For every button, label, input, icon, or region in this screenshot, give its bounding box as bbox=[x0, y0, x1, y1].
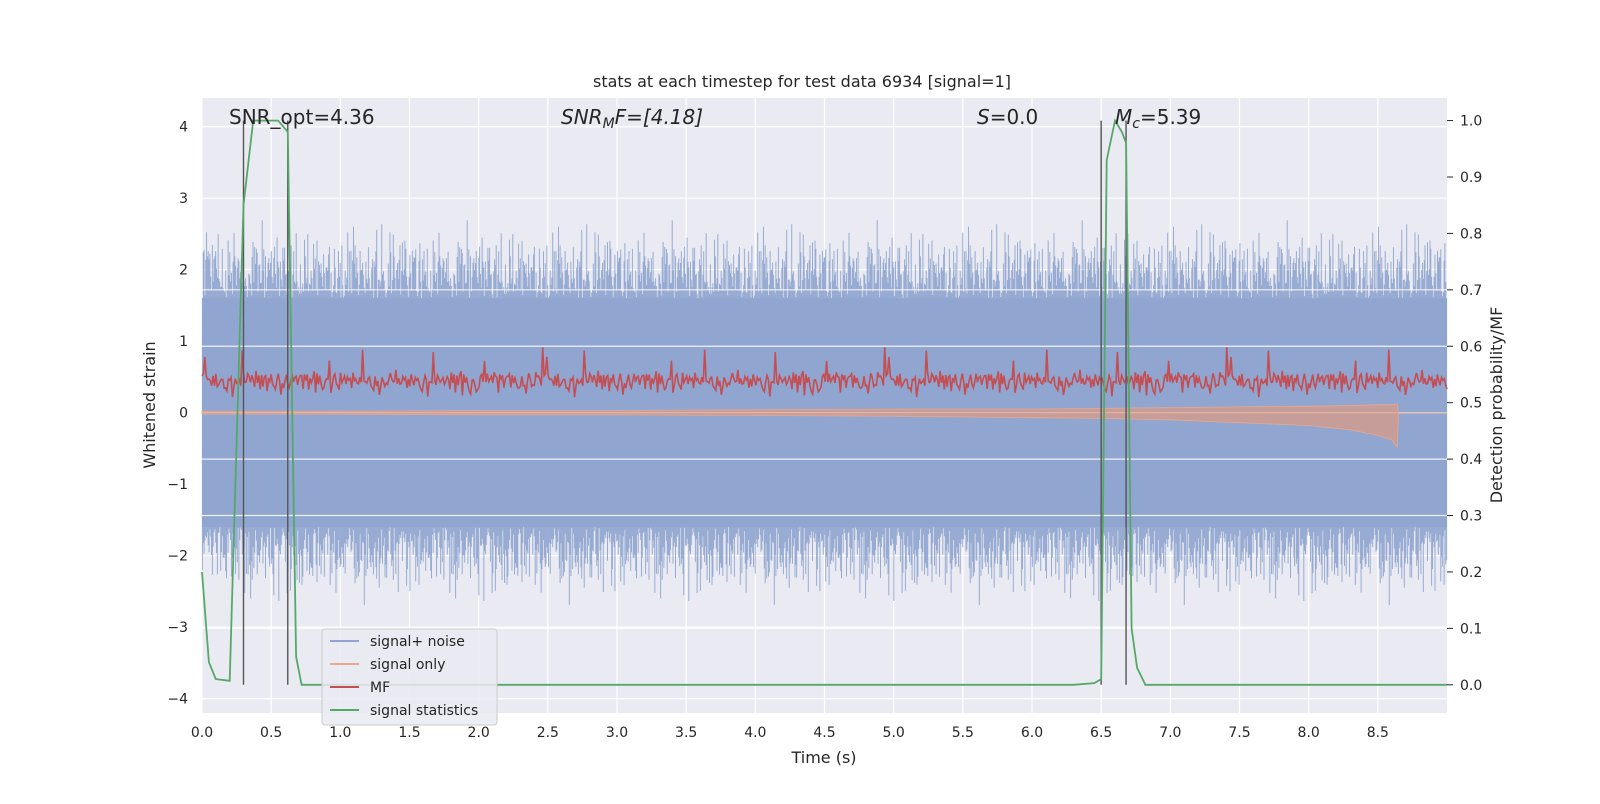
chart-title: stats at each timestep for test data 693… bbox=[593, 72, 1011, 91]
annotation-snr-mf-sub: M bbox=[603, 116, 615, 132]
y-right-tick-label-8: 0.2 bbox=[1460, 565, 1482, 581]
annotation-snr-mf: SNRMF=[4.18] bbox=[561, 105, 703, 132]
y-right-tick-label-2: 0.8 bbox=[1460, 226, 1482, 242]
x-tick-label-3: 1.5 bbox=[398, 725, 420, 741]
annotation-s: S=0.0 bbox=[977, 105, 1038, 129]
y-right-tick-label-4: 0.6 bbox=[1460, 339, 1482, 355]
y-right-tick-label-5: 0.5 bbox=[1460, 396, 1482, 412]
y-left-tick-label-3: 1 bbox=[179, 334, 188, 350]
annotation-snr-opt: SNR_opt=4.36 bbox=[229, 105, 375, 129]
y-right-axis-label: Detection probability/MF bbox=[1487, 307, 1506, 504]
y-left-tick-label-0: 4 bbox=[179, 120, 188, 136]
x-tick-label-17: 8.5 bbox=[1367, 725, 1389, 741]
x-tick-label-5: 2.5 bbox=[537, 725, 559, 741]
x-tick-label-14: 7.0 bbox=[1159, 725, 1181, 741]
legend-label-signal-only: signal only bbox=[370, 657, 445, 673]
x-tick-label-10: 5.0 bbox=[883, 725, 905, 741]
y-left-tick-label-1: 3 bbox=[179, 191, 188, 207]
y-right-axis-ticks: 1.0 0.9 0.8 0.7 0.6 0.5 0.4 0.3 0.2 0.1 0.0 bbox=[1447, 114, 1482, 694]
y-left-tick-label-4: 0 bbox=[179, 406, 188, 422]
mf-series bbox=[201, 347, 1448, 398]
x-axis-label: Time (s) bbox=[790, 748, 856, 767]
legend-label-mf: MF bbox=[370, 680, 390, 696]
y-left-tick-label-7: −3 bbox=[167, 620, 188, 636]
x-tick-label-4: 2.0 bbox=[468, 725, 490, 741]
annotation-mc-name: M bbox=[1115, 105, 1132, 129]
x-tick-label-6: 3.0 bbox=[606, 725, 628, 741]
x-tick-label-16: 8.0 bbox=[1298, 725, 1320, 741]
signal-only-envelope bbox=[201, 403, 1447, 449]
annotation-s-value: =0.0 bbox=[990, 105, 1039, 129]
x-tick-label-7: 3.5 bbox=[675, 725, 697, 741]
annotation-s-name: S bbox=[977, 105, 990, 129]
x-tick-label-11: 5.5 bbox=[952, 725, 974, 741]
x-tick-label-2: 1.0 bbox=[329, 725, 351, 741]
x-tick-label-1: 0.5 bbox=[260, 725, 282, 741]
y-right-tick-label-1: 0.9 bbox=[1460, 170, 1482, 186]
y-left-axis-label: Whitened strain bbox=[140, 341, 159, 468]
legend-label-signal-statistics: signal statistics bbox=[370, 703, 478, 719]
y-right-tick-label-7: 0.3 bbox=[1460, 509, 1482, 525]
y-left-tick-label-6: −2 bbox=[167, 549, 188, 565]
legend-label-signal-plus-noise: signal+ noise bbox=[370, 634, 465, 650]
y-right-tick-label-9: 0.1 bbox=[1460, 621, 1482, 637]
annotation-snr-mf-rest: F=[4.18] bbox=[615, 105, 703, 129]
legend: signal+ noise signal only MF signal stat… bbox=[321, 628, 498, 726]
x-tick-label-9: 4.5 bbox=[813, 725, 835, 741]
annotation-snr-mf-name: SNR bbox=[561, 105, 603, 129]
annotation-mc: Mc=5.39 bbox=[1115, 105, 1201, 132]
x-axis-ticks: 0.0 0.5 1.0 1.5 2.0 2.5 3.0 3.5 4.0 4.5 5.0 5.5 6.0 6… bbox=[191, 725, 1389, 741]
y-left-axis-ticks: 4 3 2 1 0 −1 −2 −3 −4 bbox=[167, 120, 188, 708]
y-right-tick-label-10: 0.0 bbox=[1460, 678, 1482, 694]
annotation-mc-value: =5.39 bbox=[1140, 105, 1201, 129]
mf-line bbox=[201, 347, 1448, 398]
x-tick-label-12: 6.0 bbox=[1021, 725, 1043, 741]
signal-only-series bbox=[201, 403, 1447, 449]
annotation-mc-sub: c bbox=[1132, 116, 1140, 132]
x-tick-label-0: 0.0 bbox=[191, 725, 213, 741]
y-right-tick-label-3: 0.7 bbox=[1460, 283, 1482, 299]
x-tick-label-8: 4.0 bbox=[744, 725, 766, 741]
x-tick-label-13: 6.5 bbox=[1090, 725, 1112, 741]
y-right-tick-label-0: 1.0 bbox=[1460, 114, 1482, 130]
y-left-tick-label-8: −4 bbox=[167, 692, 188, 708]
x-tick-label-15: 7.5 bbox=[1228, 725, 1250, 741]
y-left-tick-label-2: 2 bbox=[179, 263, 188, 279]
legend-box bbox=[321, 628, 498, 726]
y-right-tick-label-6: 0.4 bbox=[1460, 452, 1482, 468]
y-left-tick-label-5: −1 bbox=[167, 477, 188, 493]
